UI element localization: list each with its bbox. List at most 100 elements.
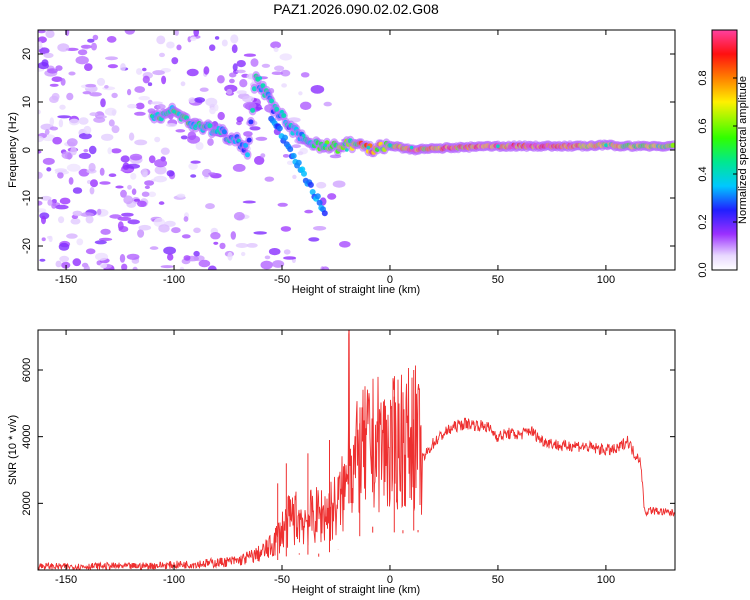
noise-speckle [126,253,140,260]
ridge-point [207,123,213,129]
noise-speckle [250,58,259,67]
noise-speckle [231,44,238,54]
noise-speckle [236,60,246,68]
noise-speckle [133,198,141,202]
noise-speckle [58,216,65,224]
spectrogram-ylabel: Frequency (Hz) [7,112,19,188]
noise-speckle [153,175,167,183]
noise-speckle [129,153,143,161]
noise-speckle [283,256,297,260]
noise-speckle [213,241,219,245]
noise-speckle [179,266,185,270]
noise-speckle [58,119,64,128]
colorbar-label: Normalized spectral amplitude [737,76,749,224]
noise-speckle [260,260,273,270]
noise-speckle [193,227,201,234]
noise-speckle [59,255,70,263]
ridge-branch-point [309,189,316,195]
noise-speckle [49,83,59,87]
noise-speckle [104,85,109,89]
noise-speckle [122,162,130,170]
noise-speckle [205,97,218,107]
noise-speckle [160,147,170,155]
noise-speckle [144,185,150,189]
noise-speckle [84,63,93,71]
noise-speckle [83,264,90,270]
noise-speckle [327,193,337,200]
noise-speckle [158,224,170,233]
noise-speckle [57,115,71,119]
x-tick-label: 100 [597,274,615,286]
figure-title: PAZ1.2026.090.02.02.G08 [273,1,439,17]
x-tick-label: 50 [492,274,504,286]
noise-speckle [272,260,285,268]
ridge-branch-point [276,125,283,132]
noise-speckle [166,123,177,128]
noise-speckle [242,200,256,204]
noise-speckle [232,63,238,72]
ridge-point [670,142,675,148]
ridge-branch-point [314,193,321,200]
noise-speckle [93,116,106,123]
ridge-point [250,107,256,113]
ridge-key-point [323,143,328,147]
noise-speckle [85,83,97,88]
noise-speckle [291,144,301,149]
y-tick-label: 10 [21,96,33,108]
noise-speckle [108,119,115,127]
noise-speckle [193,250,200,257]
noise-speckle [91,42,97,51]
ridge-branch-point [287,146,294,153]
noise-speckle [232,163,246,172]
spectrogram-xlabel: Height of straight line (km) [292,284,420,296]
noise-speckle [280,226,292,232]
noise-speckle [67,152,72,160]
noise-speckle [38,135,44,143]
noise-speckle [127,219,140,225]
noise-speckle [198,259,211,268]
noise-speckle [78,117,89,125]
noise-speckle [95,252,108,261]
noise-speckle [180,81,186,87]
noise-speckle [60,78,66,86]
ridge-point [245,152,250,158]
noise-speckle [134,139,148,146]
ridge-key-point [215,129,219,133]
noise-speckle [38,41,43,50]
noise-speckle [264,255,271,260]
x-tick-label: -50 [274,274,290,286]
noise-speckle [123,195,134,205]
noise-speckle [159,52,165,58]
noise-speckle [48,235,53,243]
noise-speckle [45,30,55,38]
noise-speckle [70,218,81,225]
noise-speckle [154,165,167,175]
noise-speckle [120,189,127,198]
noise-speckle [115,185,124,189]
noise-speckle [167,253,174,261]
noise-speckle [57,43,70,52]
noise-speckle [121,212,134,217]
noise-speckle [310,85,325,94]
noise-speckle [134,111,146,116]
noise-speckle [72,258,82,267]
noise-speckle [111,92,118,99]
noise-speckle [217,75,225,84]
noise-speckle [132,266,138,270]
noise-speckle [106,36,117,43]
noise-speckle [111,148,122,154]
noise-speckle [190,174,197,178]
noise-speckle [77,49,88,56]
x-tick-label: 0 [387,274,393,286]
colorbar-tick-label: 0.8 [697,70,709,85]
noise-speckle [246,243,258,248]
snr-frame [37,329,676,571]
noise-speckle [141,191,150,197]
noise-speckle [264,176,275,182]
noise-speckle [42,157,55,165]
noise-speckle [138,224,152,231]
noise-speckle [89,92,102,97]
colorbar-tick-label: 0.6 [697,118,709,133]
noise-speckle [83,125,92,135]
